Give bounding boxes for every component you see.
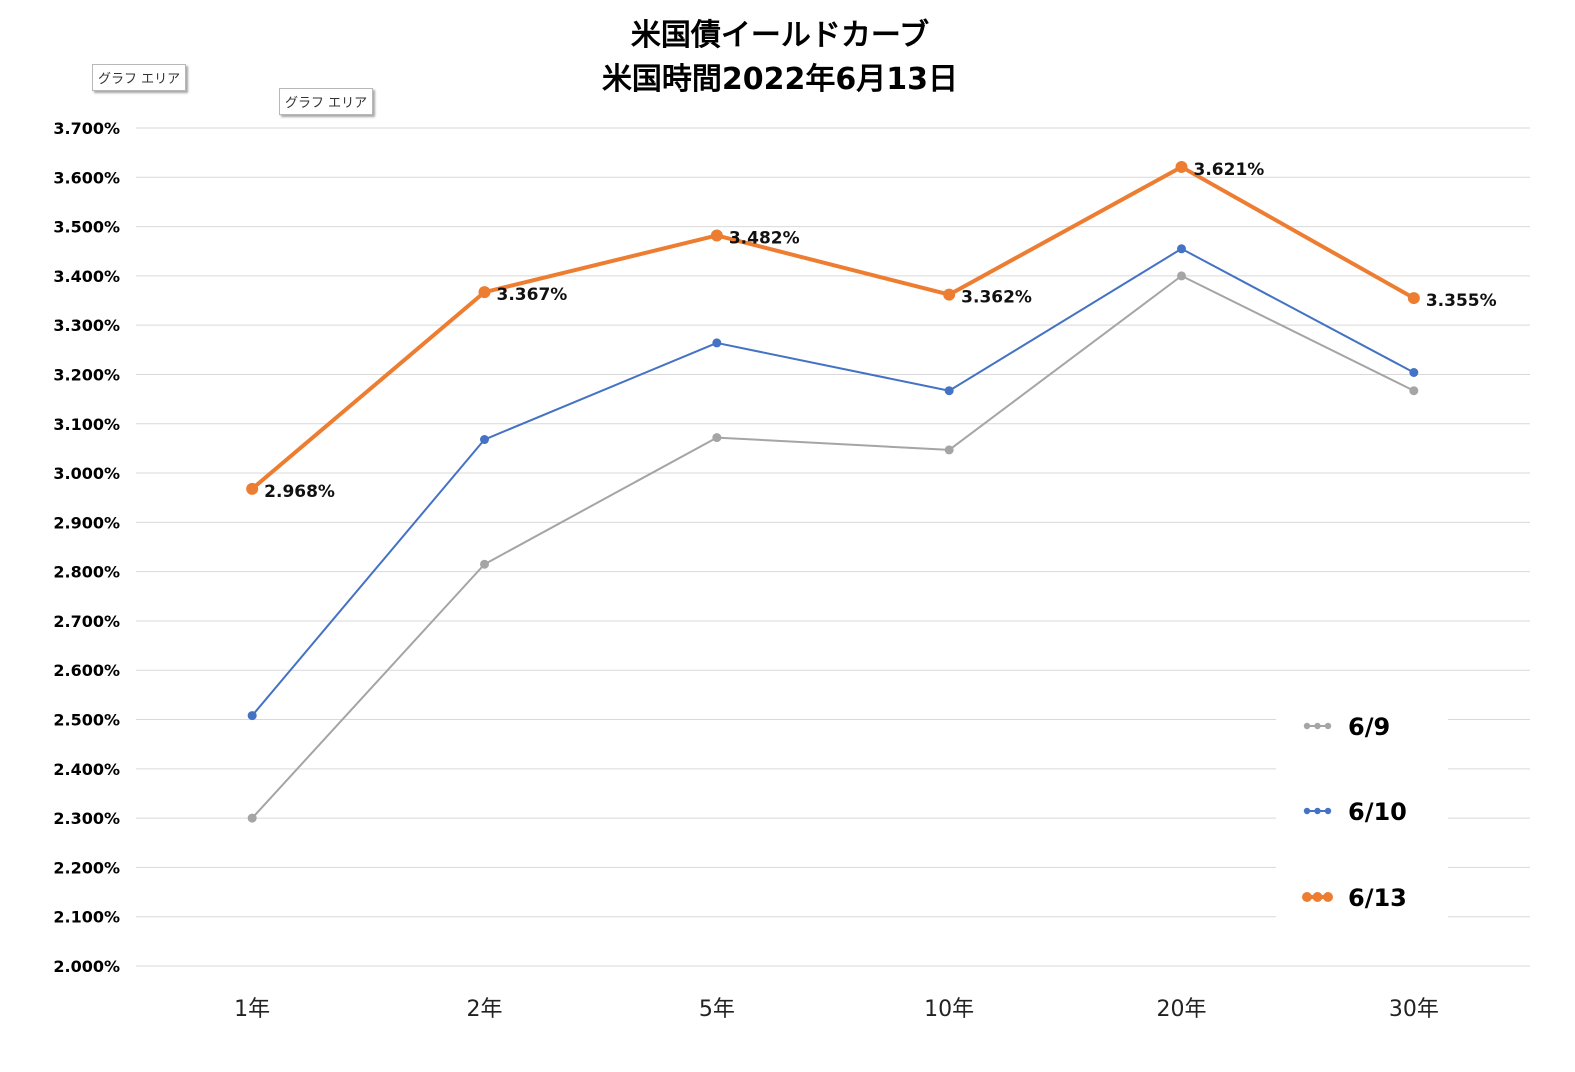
legend-swatch-marker: [1314, 722, 1321, 730]
data-point: [246, 482, 259, 495]
series-6-13: [246, 160, 1420, 495]
x-tick-label: 20年: [1157, 997, 1207, 1022]
y-tick-label: 2.900%: [53, 513, 120, 532]
legend-swatch-marker: [1302, 892, 1312, 902]
y-tick-label: 2.100%: [53, 908, 120, 927]
data-label: 2.968%: [264, 482, 335, 502]
data-point: [480, 559, 489, 569]
data-point: [478, 286, 491, 299]
data-point: [1407, 292, 1420, 305]
x-tick-label: 30年: [1389, 997, 1439, 1022]
data-label: 3.621%: [1194, 160, 1265, 180]
chart-subtitle: 米国時間2022年6月13日: [601, 62, 959, 97]
data-label: 3.482%: [729, 228, 800, 248]
y-tick-label: 2.300%: [53, 809, 120, 828]
y-tick-label: 3.200%: [53, 365, 120, 384]
y-tick-label: 3.700%: [53, 119, 120, 138]
chart-area-tooltip: グラフ エリア: [279, 88, 374, 115]
data-label: 3.362%: [961, 288, 1032, 308]
x-axis-ticks: 1年 2年 5年 10年 20年 30年: [234, 997, 1439, 1022]
y-tick-label: 2.500%: [53, 711, 120, 730]
y-axis-ticks: 3.700% 3.600% 3.500% 3.400% 3.300% 3.200% 3.10…: [53, 119, 120, 976]
y-tick-label: 3.400%: [53, 267, 120, 286]
data-label: 3.367%: [497, 285, 568, 305]
data-point: [247, 711, 257, 721]
legend-label: 6/10: [1348, 798, 1407, 826]
x-tick-label: 2年: [467, 997, 503, 1022]
y-tick-label: 3.000%: [53, 464, 120, 483]
legend: 6/9 6/10 6/13: [1276, 698, 1448, 924]
y-tick-label: 2.700%: [53, 612, 120, 631]
y-tick-label: 2.200%: [53, 858, 120, 877]
data-point: [247, 813, 257, 823]
legend-swatch-marker: [1323, 892, 1333, 902]
legend-swatch-marker: [1314, 807, 1321, 815]
x-tick-label: 5年: [699, 997, 735, 1022]
data-labels: 2.968% 3.367% 3.482% 3.362% 3.621% 3.355%: [264, 160, 1496, 502]
legend-swatch-marker: [1324, 722, 1332, 730]
series-group: [246, 160, 1420, 823]
data-point: [480, 435, 489, 445]
legend-label: 6/13: [1348, 884, 1407, 912]
x-tick-label: 10年: [924, 997, 974, 1022]
series-line: [250, 164, 1415, 491]
y-tick-label: 2.800%: [53, 563, 120, 582]
series-line: [251, 247, 1415, 717]
chart-area-tooltip: グラフ エリア: [92, 64, 187, 91]
y-tick-label: 3.500%: [53, 218, 120, 237]
legend-item: 6/13: [1302, 884, 1407, 912]
chart-title: 米国債イールドカーブ: [630, 18, 930, 53]
data-point: [1409, 386, 1419, 396]
series-6-9: [247, 271, 1419, 823]
data-point: [1177, 244, 1186, 254]
y-tick-label: 2.400%: [53, 760, 120, 779]
y-tick-label: 2.600%: [53, 661, 120, 680]
y-tick-label: 3.300%: [53, 316, 120, 335]
data-point: [1177, 271, 1186, 281]
legend-item: 6/9: [1303, 713, 1390, 741]
data-point: [944, 445, 954, 455]
data-point: [712, 433, 722, 443]
legend-swatch-marker: [1324, 807, 1332, 815]
series-6-10: [247, 244, 1419, 721]
y-tick-label: 2.000%: [53, 957, 120, 976]
data-point: [712, 338, 722, 348]
y-tick-label: 3.600%: [53, 168, 120, 187]
legend-swatch-marker: [1303, 722, 1311, 730]
data-label: 3.355%: [1426, 291, 1497, 311]
data-point: [710, 229, 723, 242]
legend-label: 6/9: [1348, 713, 1390, 741]
data-point: [1409, 367, 1419, 377]
legend-item: 6/10: [1303, 798, 1407, 826]
legend-swatch-marker: [1303, 807, 1311, 815]
data-point: [1175, 160, 1188, 173]
series-line: [251, 274, 1415, 819]
x-tick-label: 1年: [234, 997, 270, 1022]
legend-swatch-marker: [1312, 892, 1323, 902]
data-point: [943, 288, 956, 301]
y-tick-label: 3.100%: [53, 415, 120, 434]
gridlines: [136, 127, 1530, 967]
chart-title-block: 米国債イールドカーブ 米国時間2022年6月13日: [0, 14, 1560, 102]
data-point: [944, 386, 954, 396]
